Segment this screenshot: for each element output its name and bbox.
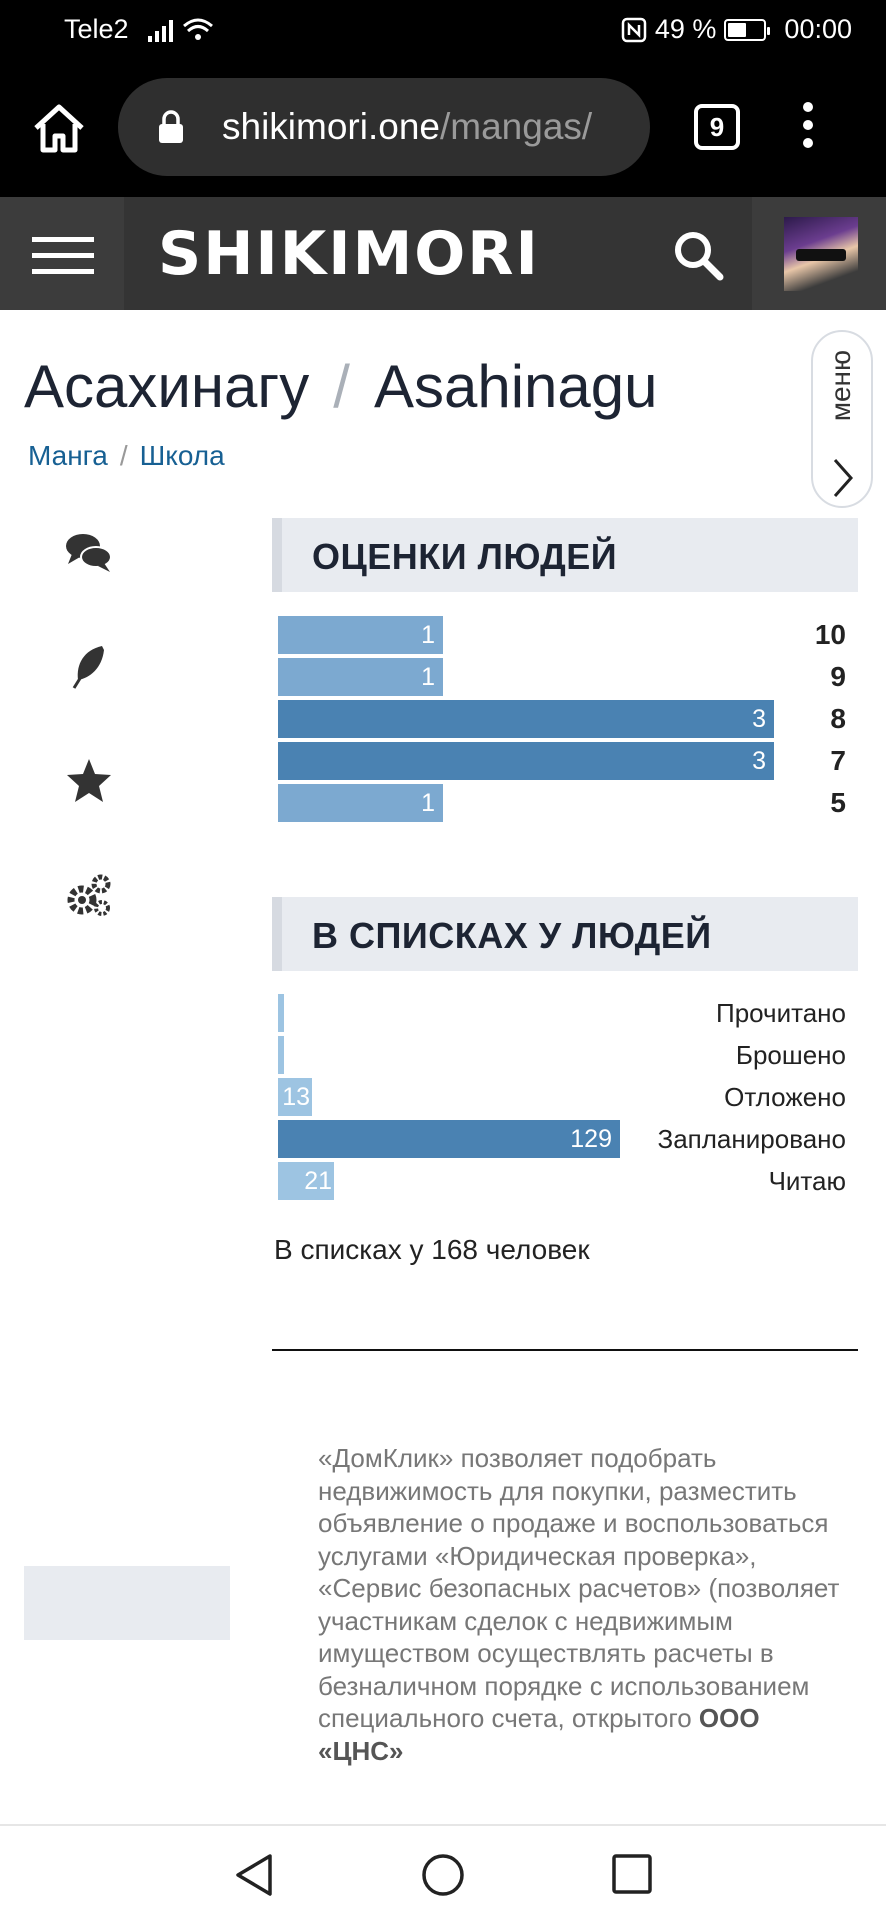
lists-section-heading: В СПИСКАХ У ЛЮДЕЙ bbox=[272, 897, 858, 971]
url-text: shikimori.one/mangas/ bbox=[222, 106, 592, 148]
comments-icon[interactable] bbox=[64, 528, 114, 578]
breadcrumb: Манга / Школа bbox=[28, 440, 225, 472]
more-options-icon[interactable] bbox=[800, 102, 816, 158]
list-bar-3: 129 bbox=[278, 1120, 620, 1158]
battery-percent: 49 % bbox=[654, 14, 717, 44]
rating-score-5: 5 bbox=[830, 787, 846, 818]
hamburger-menu-icon[interactable] bbox=[0, 197, 124, 310]
browser-toolbar: shikimori.one/mangas/ 9 bbox=[0, 62, 886, 197]
rating-bar-5: 1 bbox=[278, 784, 443, 822]
carrier-name: Tele2 bbox=[64, 14, 129, 44]
url-host: shikimori.one bbox=[222, 106, 440, 147]
ratings-heading-text: ОЦЕНКИ ЛЮДЕЙ bbox=[312, 536, 618, 577]
menu-tab-label: меню bbox=[825, 350, 856, 422]
rating-score-7: 7 bbox=[830, 745, 846, 776]
avatar bbox=[784, 217, 858, 291]
rating-score-8: 8 bbox=[830, 703, 846, 734]
lists-heading-text: В СПИСКАХ У ЛЮДЕЙ bbox=[312, 915, 712, 956]
recents-square-icon[interactable] bbox=[610, 1852, 654, 1896]
rating-score-9: 9 bbox=[830, 661, 846, 692]
search-icon[interactable] bbox=[668, 225, 728, 285]
rating-bar-7: 3 bbox=[278, 742, 774, 780]
list-bar-4: 21 bbox=[278, 1162, 334, 1200]
title-separator: / bbox=[333, 353, 350, 420]
system-navigation-bar bbox=[0, 1824, 886, 1920]
back-triangle-icon[interactable] bbox=[232, 1852, 276, 1898]
list-label-3: Запланировано bbox=[657, 1124, 846, 1154]
ad-text-block: «ДомКлик» позволяет подобрать недвижимос… bbox=[318, 1442, 848, 1767]
signal-wifi-icon bbox=[148, 18, 213, 42]
ad-placeholder bbox=[24, 1566, 230, 1640]
breadcrumb-separator: / bbox=[119, 440, 128, 471]
divider bbox=[272, 1349, 858, 1351]
address-bar[interactable]: shikimori.one/mangas/ bbox=[118, 78, 650, 176]
home-circle-icon[interactable] bbox=[420, 1852, 466, 1898]
home-icon[interactable] bbox=[28, 98, 90, 160]
feather-icon[interactable] bbox=[64, 642, 114, 692]
rating-bar-10: 1 bbox=[278, 616, 443, 654]
site-header: SHIKIMORI bbox=[0, 197, 886, 310]
site-logo[interactable]: SHIKIMORI bbox=[158, 219, 540, 289]
list-label-0: Прочитано bbox=[716, 998, 846, 1028]
list-label-1: Брошено bbox=[735, 1040, 846, 1070]
title-ru: Асахинагу bbox=[24, 353, 310, 420]
rating-bar-9: 1 bbox=[278, 658, 443, 696]
list-label-2: Отложено bbox=[724, 1082, 846, 1112]
title-en: Asahinagu bbox=[373, 353, 658, 420]
list-label-4: Читаю bbox=[768, 1166, 846, 1196]
tab-switcher-button[interactable]: 9 bbox=[694, 104, 740, 150]
battery-icon bbox=[724, 18, 771, 41]
rating-score-10: 10 bbox=[814, 619, 846, 650]
url-path: /mangas/ bbox=[439, 106, 593, 147]
rating-bar-8: 3 bbox=[278, 700, 774, 738]
ratings-section-heading: ОЦЕНКИ ЛЮДЕЙ bbox=[272, 518, 858, 592]
page-title: Асахинагу / Asahinagu bbox=[24, 352, 658, 421]
nfc-icon bbox=[621, 17, 647, 42]
ad-company: ООО «ЦНС» bbox=[318, 1703, 760, 1766]
breadcrumb-school[interactable]: Школа bbox=[139, 440, 225, 471]
list-bar-0 bbox=[278, 994, 284, 1032]
gears-icon[interactable] bbox=[64, 870, 114, 920]
lists-total: В списках у 168 человек bbox=[274, 1234, 590, 1265]
list-bar-1 bbox=[278, 1036, 284, 1074]
lock-icon bbox=[159, 110, 183, 143]
status-bar: Tele2 49 % 00:00 bbox=[0, 0, 886, 62]
clock: 00:00 bbox=[784, 14, 852, 44]
side-menu-toggle[interactable]: меню bbox=[811, 330, 873, 508]
list-bar-2: 13 bbox=[278, 1078, 312, 1116]
ad-text: «ДомКлик» позволяет подобрать недвижимос… bbox=[318, 1443, 840, 1733]
breadcrumb-manga[interactable]: Манга bbox=[28, 440, 108, 471]
star-icon[interactable] bbox=[64, 756, 114, 806]
chevron-right-icon bbox=[833, 459, 854, 497]
user-avatar-button[interactable] bbox=[752, 197, 886, 310]
